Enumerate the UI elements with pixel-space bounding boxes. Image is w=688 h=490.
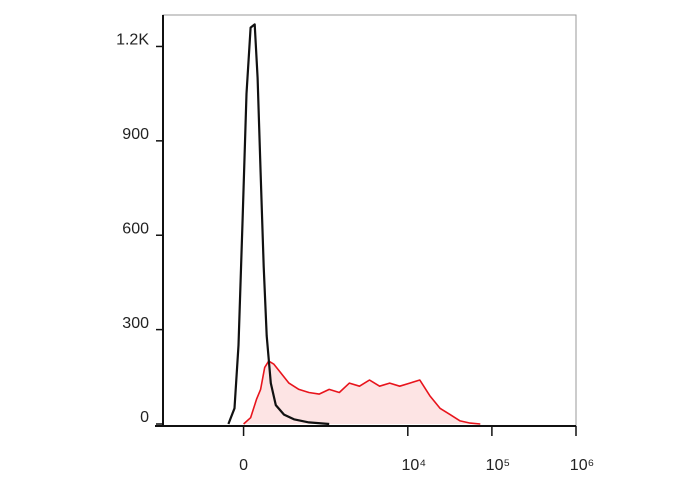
x-tick-label: 10⁶	[570, 457, 594, 474]
line	[227, 23, 330, 426]
y-tick-label: 600	[122, 220, 149, 237]
x-tick-label: 10⁴	[401, 457, 426, 474]
line	[243, 360, 481, 425]
y-tick-label: 1.2K	[116, 32, 149, 49]
x-tick-label: 10⁵	[486, 457, 510, 474]
x-tick-label: 0	[239, 457, 248, 474]
y-tick-label: 300	[122, 315, 149, 332]
plot-frame	[162, 14, 577, 427]
area	[243, 361, 481, 424]
y-tick-label: 900	[122, 126, 149, 143]
y-tick-label: 0	[140, 409, 149, 426]
